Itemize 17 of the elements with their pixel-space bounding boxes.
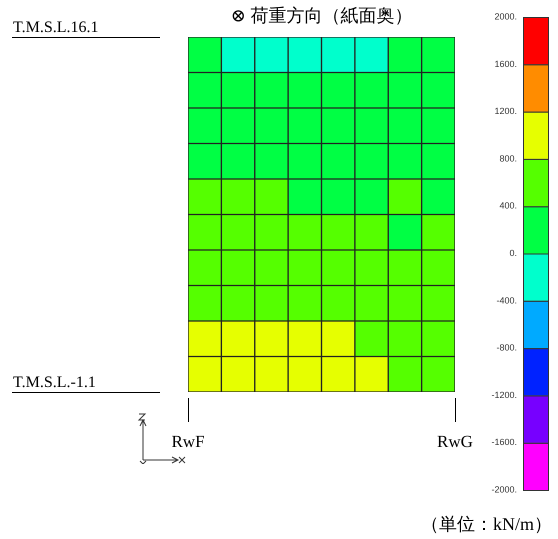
color-bar-label: -800. <box>496 342 517 353</box>
color-bar-label: 800. <box>499 153 517 164</box>
color-bar-label: 2000. <box>494 11 517 22</box>
color-bar-label: -1200. <box>491 390 517 400</box>
chart-title: ⊗ 荷重方向（紙面奥） <box>230 6 412 26</box>
color-bar-label: 1200. <box>494 106 517 116</box>
text: RwF <box>171 432 205 451</box>
color-bar-label: 0. <box>509 248 517 258</box>
text: RwG <box>437 432 473 451</box>
text: （単位：kN/m） <box>420 514 552 534</box>
text: T.M.S.L.16.1 <box>13 19 98 36</box>
color-bar-label: -2000. <box>491 484 517 494</box>
color-bar-label: 400. <box>499 200 517 211</box>
color-bar-label: 1600. <box>494 58 517 69</box>
color-bar-label: -1600. <box>491 437 517 448</box>
color-bar-label: -400. <box>496 295 517 306</box>
text: T.M.S.L.-1.1 <box>13 374 96 391</box>
